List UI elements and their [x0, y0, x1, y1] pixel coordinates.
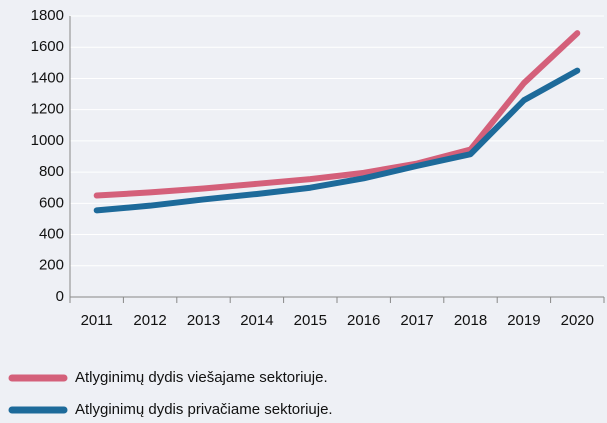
y-tick-label: 1400	[31, 69, 64, 86]
y-tick-label: 400	[39, 226, 64, 243]
x-tick-label: 2020	[561, 312, 594, 329]
series-line	[93, 30, 581, 199]
x-tick-label: 2011	[81, 312, 113, 329]
y-tick-label: 0	[56, 288, 64, 305]
x-tick-label: 2013	[187, 312, 220, 329]
y-tick-label: 800	[39, 163, 64, 180]
x-tick-label: 2012	[133, 312, 166, 329]
y-tick-label: 1000	[31, 132, 64, 149]
legend-label: Atlyginimų dydis viešajame sektoriuje.	[75, 369, 328, 386]
y-tick-label: 600	[39, 194, 64, 211]
y-tick-label: 1800	[31, 7, 64, 24]
y-tick-label: 1600	[31, 38, 64, 55]
x-tick-label: 2018	[454, 312, 487, 329]
x-tick-label: 2016	[347, 312, 380, 329]
x-tick-label: 2019	[507, 312, 540, 329]
legend-label: Atlyginimų dydis privačiame sektoriuje.	[75, 401, 333, 418]
series-line	[93, 67, 581, 214]
y-tick-label: 1200	[31, 101, 64, 118]
x-tick-label: 2015	[294, 312, 327, 329]
x-tick-label: 2017	[400, 312, 433, 329]
x-tick-label: 2014	[240, 312, 273, 329]
y-tick-label: 200	[39, 257, 64, 274]
